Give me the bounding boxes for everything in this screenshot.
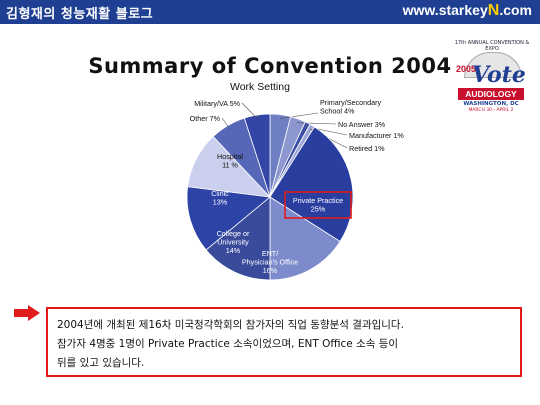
highlight-box <box>284 191 352 219</box>
slice-label-military-va: Military/VA 5% <box>194 99 240 108</box>
arrow-right-icon <box>14 305 40 321</box>
slice-label-retired: Retired 1% <box>349 144 385 153</box>
logo-dates: MARCH 30 - APRIL 2 <box>468 108 514 113</box>
slice-label-no-answer: No Answer 3% <box>338 120 386 129</box>
note-line: 참가자 4명중 1명이 Private Practice 소속이었으며, ENT… <box>57 338 399 350</box>
page-title: Summary of Convention 2004 <box>88 54 452 78</box>
convention-logo: 17th ANNUAL CONVENTION & EXPO 2005 Vote … <box>452 40 532 122</box>
site-url-accent: N <box>487 2 500 19</box>
logo-org: AUDIOLOGY <box>458 88 524 100</box>
logo-year: 2005 <box>456 64 477 74</box>
leader-line-military-va <box>241 102 258 120</box>
header-bar: 김형재의 청능재활 블로그 www.starkeyN.com <box>0 0 540 24</box>
slice-label-private-practice: Private Practice 25% <box>293 196 343 214</box>
pie-slice-military-va <box>243 113 271 198</box>
pie-slice-clinic <box>186 186 271 251</box>
logo-word: Vote <box>472 62 526 88</box>
logo-location: WASHINGTON, DC <box>463 101 519 107</box>
note-line: 2004년에 개최된 제16차 미국청각학회의 참가자의 직업 동향분석 결과입… <box>57 319 404 331</box>
note-line: 뒤를 있고 있습니다. <box>57 357 145 369</box>
slice-label-college-or-university: College or University 14% <box>217 229 250 255</box>
slice-label-other: Other 7% <box>190 114 221 123</box>
pie-chart: Primary/Secondary School 4% No Answer 3% Ma… <box>186 98 404 281</box>
slice-label-clinic: Clinic 13% <box>211 189 229 207</box>
slice-label-ent-physician-s-office: ENT/Physician's Office 16% <box>242 249 298 275</box>
leader-line-no-answer <box>296 122 337 125</box>
slice-label-primary-secondary-school: Primary/Secondary School 4% <box>320 98 382 116</box>
site-url-suffix: .com <box>499 2 532 18</box>
site-url-prefix: www.starkey <box>402 2 488 18</box>
leader-line-primary-secondary-school <box>279 112 319 119</box>
chart-title: Work Setting <box>230 81 290 93</box>
pie-slice-private-practice <box>269 126 354 243</box>
pie-slice-college-or-university <box>205 196 271 281</box>
slice-label-manufacturer: Manufacturer 1% <box>349 131 404 140</box>
blog-title[interactable]: 김형재의 청능재활 블로그 <box>6 7 154 22</box>
leader-line-other <box>221 117 231 130</box>
site-url[interactable]: www.starkeyN.com <box>403 2 532 20</box>
logo-arc-text: 17th ANNUAL CONVENTION & EXPO <box>454 40 530 52</box>
note-box: 2004년에 개최된 제16차 미국청각학회의 참가자의 직업 동향분석 결과입… <box>46 307 522 377</box>
slice-label-hospital: Hospital 11 % <box>217 152 243 170</box>
